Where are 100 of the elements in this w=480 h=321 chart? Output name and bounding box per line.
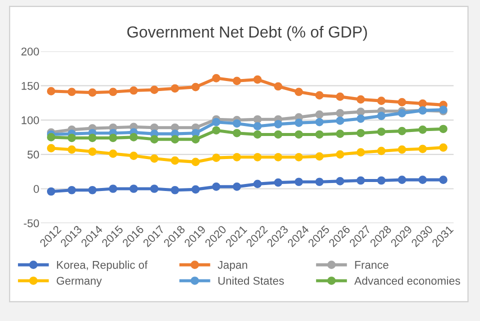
legend-label: Korea, Republic of — [57, 260, 148, 272]
point — [170, 186, 180, 194]
point — [356, 114, 365, 123]
point — [294, 178, 303, 186]
point — [253, 75, 262, 84]
y-tick-label: -50 — [24, 219, 39, 228]
point — [212, 118, 220, 126]
point — [253, 180, 262, 188]
point — [274, 120, 282, 128]
point — [377, 146, 386, 156]
point — [150, 184, 158, 193]
point — [418, 99, 427, 108]
point — [88, 147, 97, 156]
point — [232, 182, 242, 191]
point — [398, 176, 406, 184]
point — [336, 116, 344, 125]
point — [191, 158, 200, 166]
point — [253, 130, 262, 139]
point — [377, 176, 386, 185]
point — [212, 154, 220, 162]
point — [398, 98, 406, 106]
y-tick-label: 150 — [22, 82, 39, 90]
point — [336, 92, 344, 101]
point — [232, 152, 242, 162]
point — [46, 144, 56, 152]
point — [377, 96, 386, 105]
point — [212, 126, 220, 135]
point — [274, 178, 282, 187]
legend-label: Germany — [56, 276, 102, 287]
point — [398, 126, 406, 136]
point — [150, 154, 158, 163]
legend-label: France — [355, 261, 388, 269]
point — [108, 150, 118, 158]
point — [274, 82, 282, 91]
point — [398, 109, 406, 118]
point — [170, 84, 180, 93]
point — [418, 144, 427, 154]
point — [398, 145, 406, 154]
point — [356, 128, 365, 138]
point — [294, 118, 303, 127]
point — [212, 74, 220, 82]
point — [356, 148, 365, 157]
point — [232, 119, 242, 128]
point — [315, 118, 324, 126]
point — [68, 186, 76, 194]
point — [88, 88, 97, 97]
point — [336, 177, 344, 186]
point — [356, 108, 365, 116]
point — [315, 178, 324, 186]
point — [88, 186, 97, 194]
point — [130, 86, 138, 95]
point — [294, 88, 303, 96]
point — [336, 130, 344, 138]
point — [170, 135, 180, 144]
y-tick-label: 0 — [34, 185, 39, 193]
point — [418, 126, 427, 134]
point — [150, 135, 158, 144]
point — [46, 87, 56, 96]
point — [253, 122, 262, 130]
point — [212, 182, 220, 191]
y-tick-label: 100 — [22, 116, 39, 124]
point — [336, 150, 344, 159]
point — [232, 128, 242, 138]
point — [253, 115, 262, 124]
point — [88, 134, 97, 142]
legend-label: Advanced economies — [354, 276, 460, 285]
point — [191, 135, 200, 144]
point — [46, 187, 56, 196]
point — [315, 152, 324, 161]
point — [315, 130, 324, 139]
point — [232, 76, 242, 86]
legend-label: Japan — [218, 261, 248, 272]
point — [46, 133, 56, 142]
point — [356, 176, 365, 185]
point — [108, 88, 118, 96]
y-tick-label: 200 — [21, 48, 39, 56]
point — [130, 184, 138, 193]
point — [439, 143, 448, 152]
point — [170, 156, 180, 165]
point — [439, 176, 448, 184]
point — [294, 130, 303, 139]
point — [253, 152, 262, 162]
point — [439, 124, 448, 134]
point — [377, 112, 386, 120]
point — [315, 91, 324, 100]
point — [68, 145, 76, 154]
legend-label: United States — [218, 276, 284, 285]
point — [274, 152, 282, 162]
y-tick-label: 50 — [28, 150, 39, 159]
point — [356, 95, 365, 104]
point — [315, 110, 324, 119]
point — [191, 185, 200, 194]
point — [130, 133, 138, 142]
point — [68, 134, 76, 142]
point — [130, 152, 138, 160]
point — [274, 130, 282, 139]
chart-title: Government Net Debt (% of GDP) — [127, 26, 367, 41]
point — [68, 88, 76, 96]
point — [108, 184, 118, 193]
point — [418, 176, 427, 184]
